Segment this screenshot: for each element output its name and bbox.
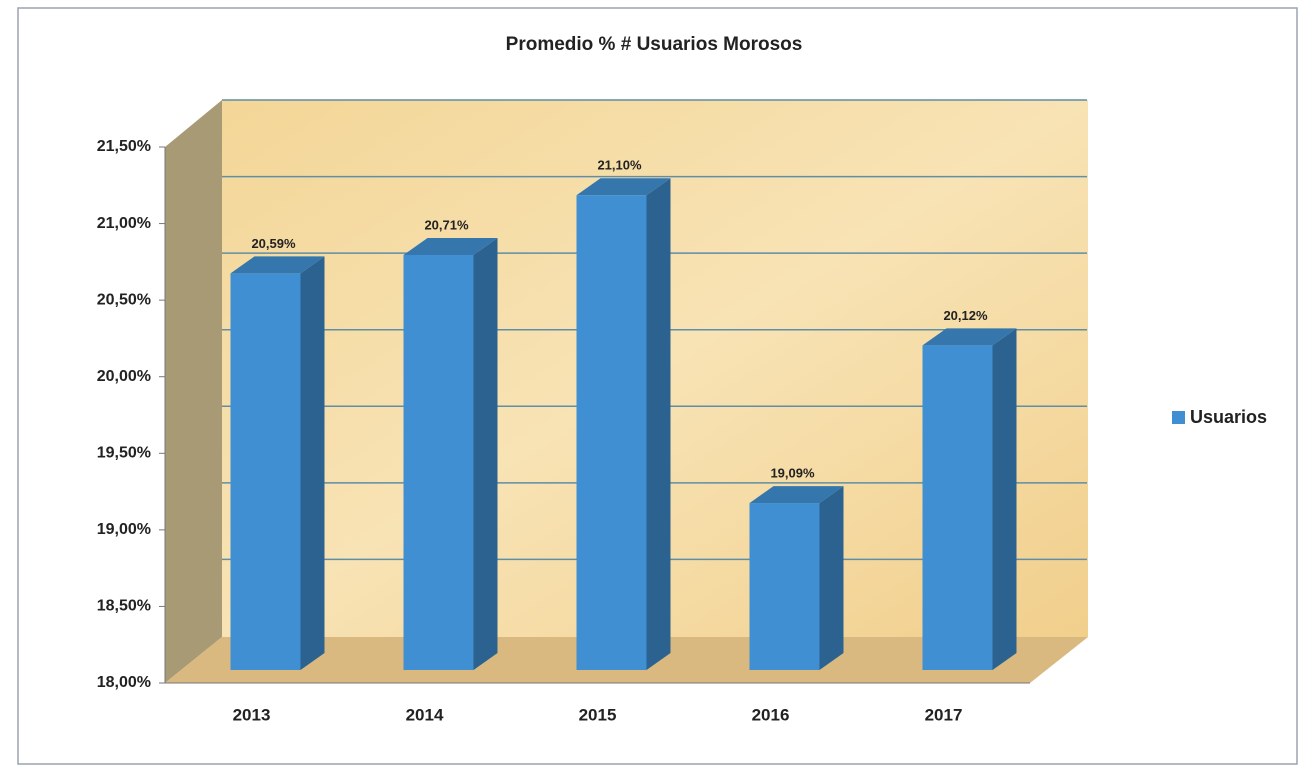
data-label: 20,71% (424, 217, 469, 232)
bar (576, 195, 647, 670)
x-tick-label: 2015 (579, 705, 617, 724)
bar-top (749, 486, 844, 504)
legend-label: Usuarios (1190, 407, 1267, 427)
side-wall (165, 100, 222, 683)
bar-side (473, 237, 498, 671)
y-tick-label: 19,50% (97, 445, 151, 462)
y-tick-label: 19,00% (97, 521, 151, 538)
y-tick-label: 21,00% (97, 215, 151, 232)
bar-top (922, 328, 1017, 346)
bar-side (819, 486, 844, 670)
y-tick-label: 20,00% (97, 368, 151, 385)
x-tick-label: 2013 (233, 705, 271, 724)
legend-swatch (1172, 411, 1185, 424)
chart-title: Promedio % # Usuarios Morosos (506, 34, 803, 55)
data-label: 21,10% (597, 158, 642, 173)
bar (749, 503, 820, 670)
data-label: 20,12% (943, 308, 988, 323)
bar-side (300, 256, 325, 670)
bar-top (230, 256, 325, 274)
y-tick-label: 18,50% (97, 598, 151, 615)
bar (403, 254, 474, 671)
x-tick-label: 2017 (925, 705, 963, 724)
bar-top (576, 178, 671, 196)
bar-top (403, 237, 498, 255)
data-label: 19,09% (770, 466, 815, 481)
data-label: 20,59% (251, 236, 296, 251)
y-tick-label: 20,50% (97, 291, 151, 308)
bar-side (646, 178, 671, 670)
bar (230, 273, 301, 670)
x-tick-label: 2014 (406, 705, 444, 724)
x-tick-label: 2016 (752, 705, 790, 724)
y-tick-label: 21,50% (97, 138, 151, 155)
y-tick-label: 18,00% (97, 674, 151, 691)
bar-side (992, 328, 1017, 670)
bar (922, 345, 993, 670)
